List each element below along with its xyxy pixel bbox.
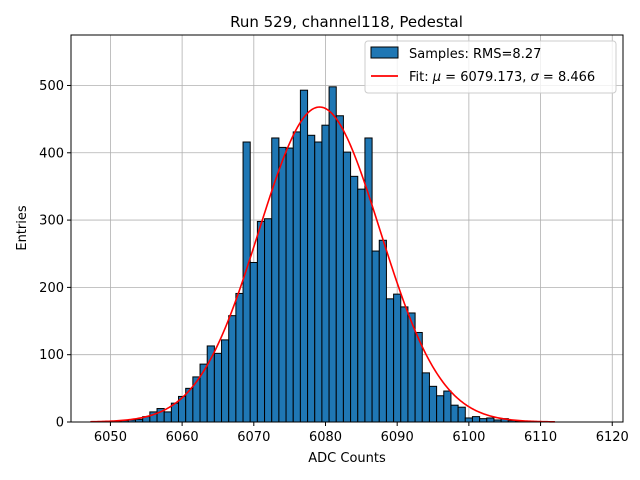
legend-box — [364, 40, 617, 94]
histogram-bar — [307, 134, 316, 423]
histogram-bar — [479, 418, 488, 423]
legend-swatch-histogram — [370, 46, 399, 59]
fit-curve — [90, 106, 555, 423]
fit-sigma-symbol: σ — [531, 70, 540, 85]
y-tick-label: 100 — [39, 348, 64, 363]
histogram-bar — [428, 385, 438, 423]
histogram-bar — [192, 376, 201, 423]
fit-label-prefix: Fit: — [409, 70, 433, 85]
histogram-bar — [450, 404, 459, 423]
fit-mu-symbol: μ — [432, 70, 441, 85]
x-tick-label: 6110 — [524, 430, 557, 445]
y-tick-label: 0 — [56, 416, 64, 431]
y-axis-label: Entries — [15, 205, 30, 251]
histogram-bars — [106, 86, 524, 423]
fit-separator: , — [522, 70, 530, 85]
plot-frame — [70, 34, 624, 423]
histogram-bar — [393, 293, 402, 423]
legend: Samples: RMS=8.27 Fit: μ = 6079.173, σ =… — [364, 40, 617, 94]
histogram-bar — [364, 137, 373, 423]
histogram-bar — [285, 147, 294, 423]
histogram-bar — [235, 292, 244, 423]
histogram-bar — [242, 141, 251, 423]
histogram-bar — [299, 89, 309, 423]
fit-mu-equals: = — [441, 70, 460, 85]
fit-sigma-value: 8.466 — [558, 70, 595, 85]
x-tick-label: 6080 — [309, 430, 342, 445]
histogram-bar — [256, 220, 266, 423]
x-tick-label: 6100 — [452, 430, 485, 445]
fit-sigma-equals: = — [539, 70, 558, 85]
histogram-bar — [378, 239, 387, 423]
histogram-bar — [314, 141, 323, 423]
histogram-bar — [221, 339, 230, 423]
x-axis-label: ADC Counts — [308, 451, 386, 466]
x-tick-label: 6050 — [94, 430, 127, 445]
histogram-bar — [342, 151, 352, 423]
histogram-bar — [321, 124, 330, 423]
fit-mu-value: 6079.173 — [460, 70, 522, 85]
x-tick-label: 6120 — [596, 430, 629, 445]
x-axis-ticks: 6050 6060 6070 6080 6090 6100 6110 6120 — [94, 422, 629, 445]
histogram-bar — [350, 175, 359, 423]
histogram-bar — [228, 315, 237, 423]
histogram-bar — [335, 115, 344, 423]
histogram-bar — [292, 131, 301, 423]
histogram-bar — [249, 261, 258, 423]
histogram-bar — [278, 146, 287, 423]
histogram-bar — [464, 417, 473, 423]
y-tick-label: 300 — [39, 214, 64, 229]
legend-label-histogram: Samples: RMS=8.27 — [409, 47, 541, 62]
y-tick-label: 500 — [39, 79, 64, 94]
histogram-bar — [436, 395, 445, 423]
y-tick-label: 400 — [39, 146, 64, 161]
x-tick-label: 6090 — [381, 430, 414, 445]
x-tick-label: 6070 — [237, 430, 270, 445]
histogram-bar — [199, 363, 208, 423]
histogram-bar — [264, 218, 273, 423]
chart-title: Run 529, channel118, Pedestal — [230, 13, 463, 31]
x-tick-label: 6060 — [166, 430, 199, 445]
y-axis-ticks: 0 100 200 300 400 500 — [39, 79, 71, 431]
histogram-bar — [213, 352, 223, 423]
histogram-bar — [400, 306, 409, 423]
legend-label-fit: Fit: μ = 6079.173, σ = 8.466 — [409, 70, 595, 85]
histogram-bar — [486, 417, 495, 423]
histogram-bar — [371, 250, 380, 423]
histogram-bar — [357, 188, 366, 423]
y-tick-label: 200 — [39, 281, 64, 296]
histogram-bar — [328, 86, 337, 423]
histogram-bar — [457, 406, 466, 423]
histogram-bar — [443, 390, 452, 423]
histogram-bar — [385, 298, 395, 423]
histogram-bar — [421, 372, 430, 423]
histogram-bar — [163, 411, 172, 423]
histogram-bar — [471, 416, 481, 423]
fit-curve-group — [90, 106, 555, 423]
